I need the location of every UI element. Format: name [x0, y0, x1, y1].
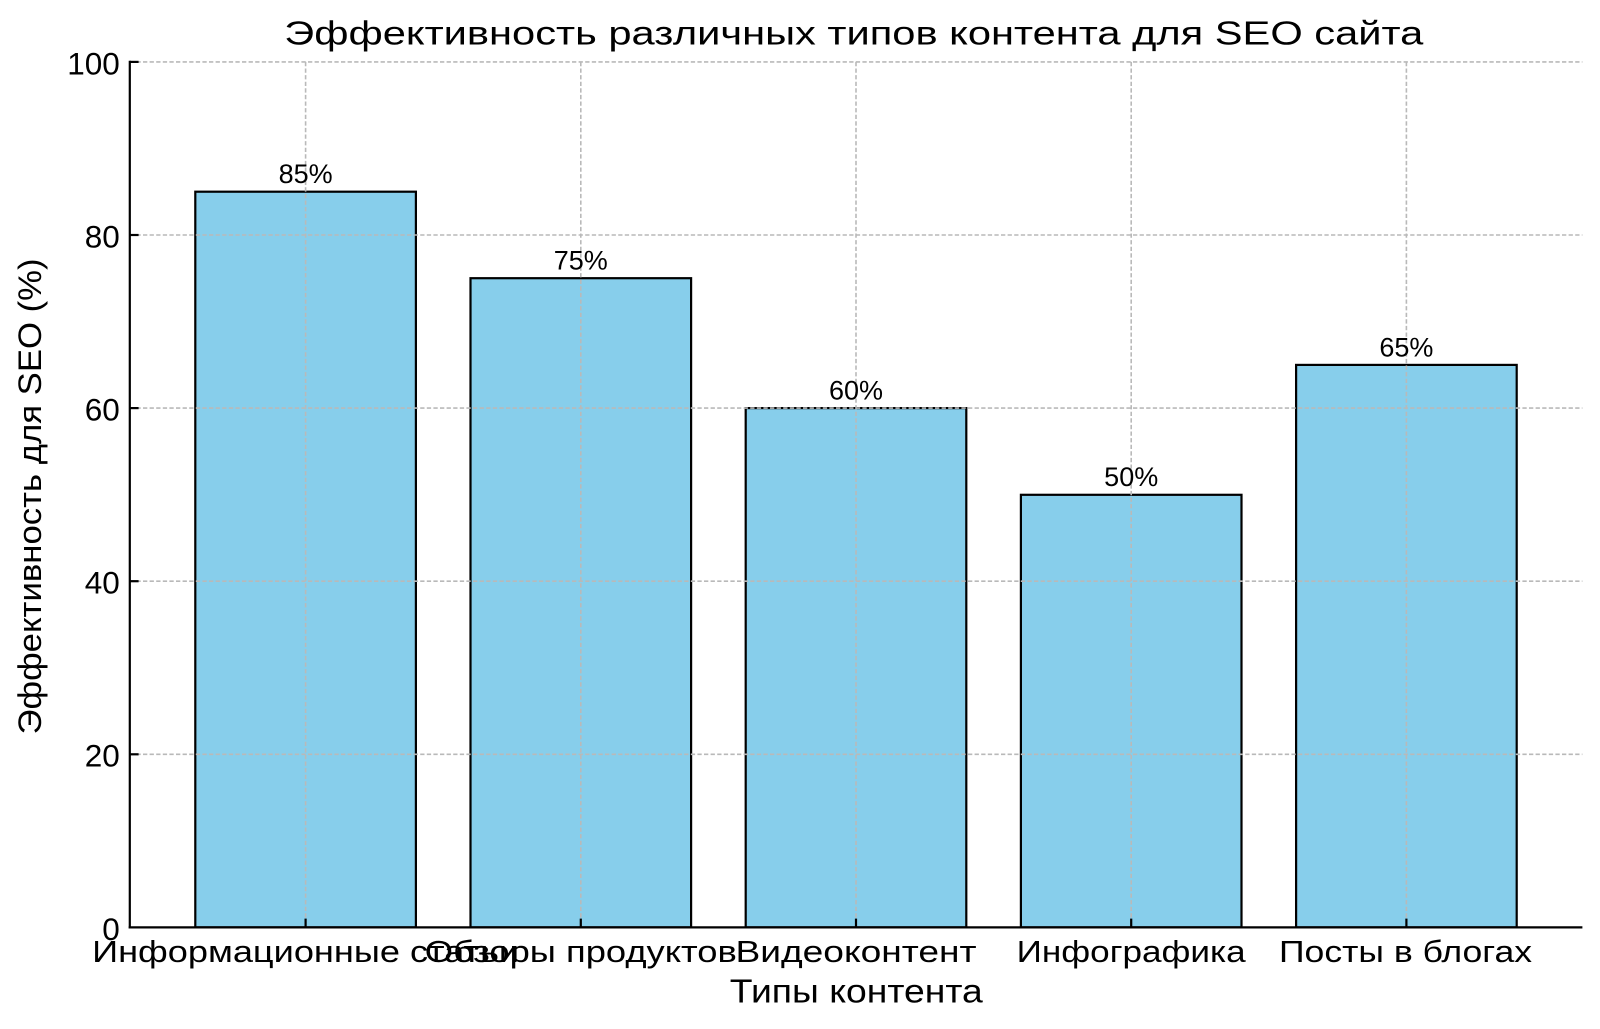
svg-text:Обзоры продуктов: Обзоры продуктов [425, 934, 737, 969]
svg-text:80: 80 [85, 218, 120, 254]
svg-text:100: 100 [67, 45, 120, 81]
svg-text:Посты в блогах: Посты в блогах [1279, 934, 1533, 969]
svg-text:40: 40 [85, 565, 120, 601]
svg-text:50%: 50% [1104, 462, 1158, 492]
svg-text:Типы контента: Типы контента [730, 973, 984, 1010]
svg-text:75%: 75% [554, 246, 608, 276]
svg-text:60%: 60% [829, 375, 883, 405]
svg-text:Эффективность различных типов: Эффективность различных типов контента д… [284, 15, 1423, 52]
svg-text:85%: 85% [279, 159, 333, 189]
svg-text:Инфографика: Инфографика [1017, 934, 1247, 969]
svg-text:20: 20 [85, 738, 120, 774]
svg-text:0: 0 [102, 911, 120, 947]
svg-text:Информационные статьи: Информационные статьи [92, 934, 519, 969]
svg-text:Эффективность для SEO (%): Эффективность для SEO (%) [12, 258, 48, 734]
svg-text:60: 60 [85, 392, 120, 428]
svg-text:65%: 65% [1379, 332, 1433, 362]
svg-text:Видеоконтент: Видеоконтент [736, 934, 977, 969]
